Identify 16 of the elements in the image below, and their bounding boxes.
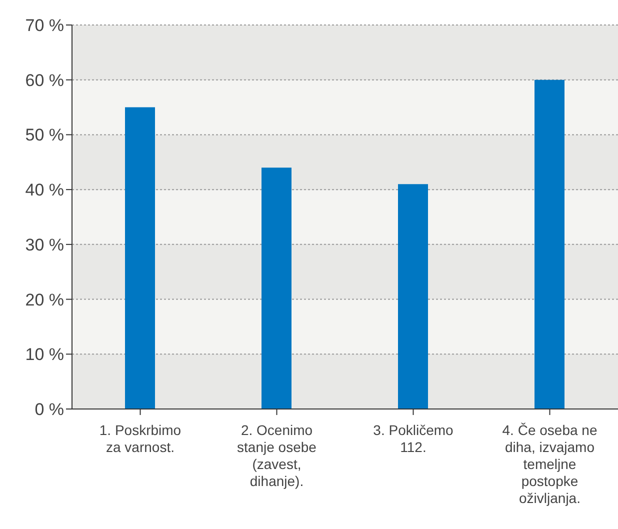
y-tick-label: 50 % (25, 126, 64, 145)
y-tick-label: 70 % (25, 16, 64, 36)
bar (398, 184, 428, 409)
bar (262, 168, 292, 409)
y-tick-label: 20 % (25, 290, 64, 310)
y-tick-label: 10 % (25, 345, 64, 364)
y-tick-label: 0 % (34, 400, 64, 420)
y-tick-label: 60 % (25, 70, 64, 90)
x-tick-label: 4. Če oseba ne diha, izvajamo temeljne postopke oživljanja. (502, 422, 598, 506)
x-tick-label: 1. Poskrbimo za varnost. (99, 422, 182, 455)
x-tick-label: 3. Pokličemo 112. (373, 422, 454, 455)
x-tick-label: 2. Ocenimo stanje osebe (zavest, dihanje). (237, 422, 317, 489)
y-tick-label: 30 % (25, 235, 64, 254)
y-tick-label: 40 % (25, 180, 64, 200)
bar (125, 107, 155, 409)
bar (534, 80, 564, 409)
